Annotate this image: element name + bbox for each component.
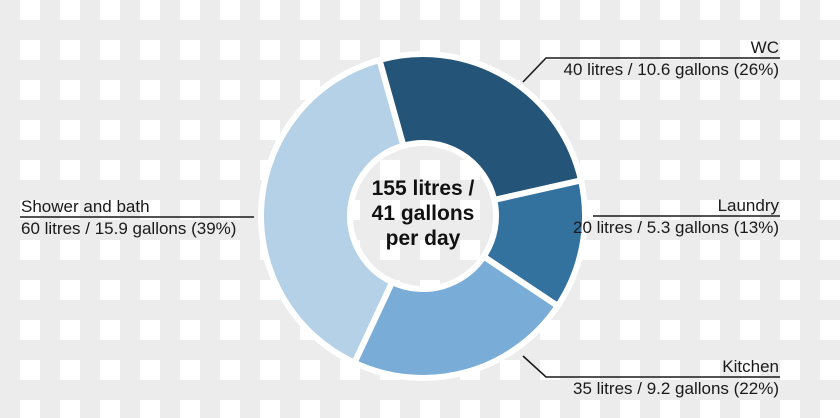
- label-wc-name: WC: [750, 38, 779, 57]
- label-laundry-name: Laundry: [717, 196, 779, 215]
- donut-slice-kitchen: [350, 252, 562, 381]
- center-line-2: 41 gallons: [371, 202, 475, 225]
- center-line-1: 155 litres /: [371, 177, 475, 200]
- label-shower-value: 60 litres / 15.9 gallons (39%): [21, 219, 237, 238]
- label-laundry-value: 20 litres / 5.3 gallons (13%): [573, 218, 779, 237]
- label-kitchen-value: 35 litres / 9.2 gallons (22%): [573, 379, 779, 398]
- label-kitchen-name: Kitchen: [722, 357, 779, 376]
- leader-line-wc: [522, 57, 780, 83]
- label-wc-value: 40 litres / 10.6 gallons (26%): [563, 60, 779, 79]
- donut-slices: [258, 51, 588, 381]
- label-shower-name: Shower and bath: [21, 197, 150, 216]
- leader-line-kitchen: [522, 355, 780, 378]
- donut-slice-wc: [375, 51, 585, 204]
- donut-slice-shower-and-bath: [258, 56, 408, 367]
- donut-center-total: 155 litres / 41 gallons per day: [350, 176, 496, 251]
- leader-lines: [20, 57, 780, 378]
- center-line-3: per day: [385, 227, 461, 250]
